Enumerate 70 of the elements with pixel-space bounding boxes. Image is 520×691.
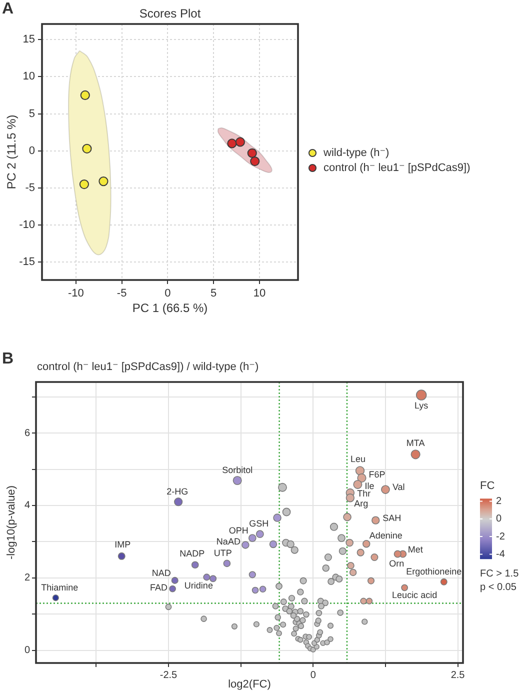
point (227, 138, 237, 148)
x-axis-title: PC 1 (66.5 %) (132, 301, 208, 316)
annotation: Leu (350, 454, 366, 464)
point (250, 156, 260, 166)
annotation: UTP (214, 548, 232, 558)
color-bar-label: 2 (496, 496, 502, 507)
annotation: SAH (382, 512, 402, 523)
annotation: Orn (389, 558, 404, 568)
legend-label: control (h⁻ leu1⁻ [pSPdCas9]) (324, 162, 470, 174)
text: B (2, 350, 14, 368)
x-tick-label: 0 (164, 288, 171, 300)
color-bar-label: -4 (496, 548, 506, 560)
point (247, 148, 257, 158)
x-tick-label: -10 (68, 288, 84, 300)
text: A (2, 0, 14, 18)
annotation: NaAD (216, 536, 241, 546)
annotation: OPH (228, 526, 248, 536)
annotation: Adenine (369, 530, 402, 540)
annotation: Sorbitol (222, 464, 253, 475)
color-bar-label: -2 (496, 531, 506, 542)
color-bar-title: FC (480, 480, 495, 492)
annotation: Arg (354, 498, 368, 508)
x-tick-label: 0 (310, 670, 316, 681)
annotation: Thr (357, 488, 371, 498)
x-axis-title: log2(FC) (228, 678, 271, 690)
chart-title: control (h⁻ leu1⁻ [pSPdCas9]) / wild-type (h⁻) (37, 361, 259, 374)
chart-title: Scores Plot (139, 6, 202, 20)
point (235, 137, 245, 147)
annotation: Thiamine (41, 582, 78, 592)
text: p < 0.05 (480, 582, 517, 593)
y-tick-label: -5 (25, 182, 35, 194)
annotation: MTA (406, 438, 425, 448)
y-tick-label: 0 (24, 645, 30, 656)
x-tick-label: 2.5 (450, 670, 466, 681)
annotation: Met (408, 544, 424, 554)
point (82, 144, 92, 154)
annotation: NADP (180, 548, 205, 558)
annotation: Val (392, 482, 405, 492)
annotation: Uridine (184, 580, 213, 591)
x-tick-label: 5 (210, 288, 217, 300)
point (80, 90, 90, 100)
y-tick-label: 6 (24, 428, 30, 439)
annotation: Ergothioneine (406, 566, 462, 576)
point (98, 176, 108, 186)
annotation: NAD (152, 568, 172, 578)
y-tick-label: 0 (28, 144, 35, 157)
annotation: FAD (150, 582, 168, 592)
annotation: 2-HG (166, 486, 188, 496)
annotation: Ile (364, 480, 374, 491)
annotation: F6P (368, 469, 386, 480)
annotation: Leucic acid (392, 590, 438, 600)
legend-label: wild-type (h⁻) (322, 147, 390, 160)
y-axis-title: PC 2 (11.5 %) (4, 114, 19, 190)
x-tick-label: 10 (253, 288, 266, 300)
annotation: Lys (414, 400, 429, 411)
y-tick-label: -15 (19, 256, 35, 268)
annotation: GSH (249, 518, 269, 529)
y-tick-label: 5 (28, 108, 35, 120)
y-tick-label: 15 (22, 34, 35, 46)
point (79, 179, 90, 190)
x-tick-label: -2.5 (160, 670, 178, 681)
y-tick-label: 4 (24, 500, 30, 512)
color-bar-label: 0 (496, 514, 502, 525)
y-tick-label: 2 (24, 572, 30, 584)
y-axis-title: -log10(p-value) (6, 486, 18, 560)
y-tick-label: -10 (19, 219, 35, 232)
text: FC > 1.5 (480, 568, 520, 580)
x-tick-label: -5 (116, 288, 127, 300)
y-tick-label: 10 (22, 70, 35, 83)
annotation: IMP (114, 540, 131, 550)
